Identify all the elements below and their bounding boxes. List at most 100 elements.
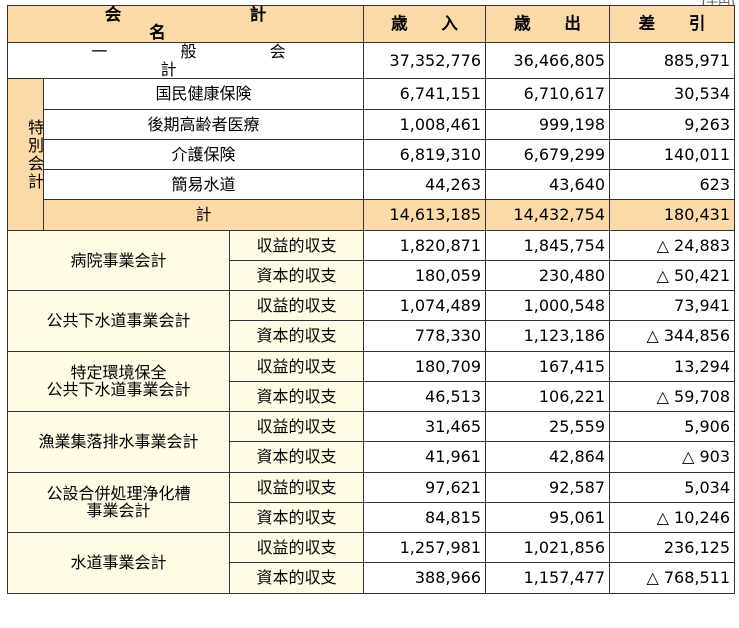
enterprise-row-type: 収益的収支 [228,471,365,503]
enterprise-expenditure: 230,480 [485,259,611,292]
enterprise-row: 資本的収支 778,330 1,123,186 △ 344,856 [8,320,736,352]
header-account-name: 会 計 名 [6,4,365,44]
enterprise-revenue: 97,621 [363,471,487,503]
special-total-revenue: 14,613,185 [363,199,487,231]
enterprise-revenue: 1,074,489 [363,290,487,322]
general-balance: 885,971 [609,42,736,80]
enterprise-row: 特定環境保全 公共下水道事業会計 収益的収支 180,709 167,415 13… [7,350,736,413]
header-expenditure: 歳 出 [485,4,611,44]
enterprise-row-type: 収益的収支 [228,290,365,322]
special-revenue: 6,741,151 [363,78,487,110]
special-balance: 9,263 [609,108,736,140]
enterprise-revenue: 778,330 [363,320,487,352]
budget-table-body: 会 計 名 歳 入 歳 出 差 引 一 般 会 計 37,352,776 36,… [6,4,736,594]
enterprise-balance: △ 24,883 [609,229,736,261]
enterprise-revenue: 84,815 [363,501,487,534]
special-account-row: 後期高齢者医療 1,008,461 999,198 9,263 [8,108,736,140]
special-expenditure: 6,710,617 [485,78,611,110]
special-account-row: 介護保険 6,819,310 6,679,299 140,011 [8,138,736,171]
enterprise-revenue: 46,513 [363,380,487,413]
enterprise-account-name: 水道事業会計 [7,532,230,594]
enterprise-row-type: 資本的収支 [228,441,365,473]
enterprise-row: 資本的収支 180,059 230,480 △ 50,421 [8,259,736,292]
special-revenue: 44,263 [363,169,487,201]
special-account-row: 簡易水道 44,263 43,640 623 [8,169,736,201]
special-balance: 30,534 [609,78,736,110]
enterprise-balance: 5,034 [609,471,736,503]
enterprise-row: 公共下水道事業会計 収益的収支 1,074,489 1,000,548 73,9… [7,290,736,352]
enterprise-expenditure: 1,021,856 [485,532,611,564]
enterprise-row: 漁業集落排水事業会計 収益的収支 31,465 25,559 5,906 [7,411,736,473]
special-account-row: 特別会計 国民健康保険 6,741,151 6,710,617 30,534 [7,78,736,231]
enterprise-expenditure: 167,415 [485,350,611,382]
enterprise-row-type: 収益的収支 [228,411,365,443]
budget-table: 会 計 名 歳 入 歳 出 差 引 一 般 会 計 37,352,776 36,… [6,4,736,594]
special-account-name: 簡易水道 [42,169,365,201]
enterprise-expenditure: 25,559 [485,411,611,443]
enterprise-account-name: 特定環境保全 公共下水道事業会計 [7,350,230,413]
enterprise-account-name: 漁業集落排水事業会計 [7,411,230,473]
enterprise-balance: 73,941 [609,290,736,322]
enterprise-revenue: 31,465 [363,411,487,443]
enterprise-row: 資本的収支 388,966 1,157,477 △ 768,511 [8,562,736,594]
enterprise-account-name: 公設合併処理浄化槽 事業会計 [7,471,230,534]
enterprise-account-name: 公共下水道事業会計 [7,290,230,352]
special-balance: 623 [609,169,736,201]
table-header-row: 会 計 名 歳 入 歳 出 差 引 [6,4,736,44]
special-expenditure: 43,640 [485,169,611,201]
enterprise-row-type: 資本的収支 [228,501,365,534]
enterprise-revenue: 41,961 [363,441,487,473]
enterprise-row: 病院事業会計 収益的収支 1,820,871 1,845,754 △ 24,88… [7,229,736,292]
special-account-name: 介護保険 [42,138,365,171]
enterprise-expenditure: 1,157,477 [485,562,611,594]
enterprise-row: 資本的収支 41,961 42,864 △ 903 [8,441,736,473]
enterprise-balance: △ 344,856 [609,320,736,352]
enterprise-row: 資本的収支 46,513 106,221 △ 59,708 [8,380,736,413]
special-total-balance: 180,431 [609,199,736,231]
enterprise-row-type: 収益的収支 [228,229,365,261]
general-account-name: 一 般 会 計 [6,42,365,80]
special-expenditure: 6,679,299 [485,138,611,171]
special-account-name: 後期高齢者医療 [42,108,365,140]
enterprise-row-type: 資本的収支 [228,562,365,594]
enterprise-row-type: 資本的収支 [228,320,365,352]
enterprise-row-type: 資本的収支 [228,259,365,292]
enterprise-revenue: 1,257,981 [363,532,487,564]
special-total-expenditure: 14,432,754 [485,199,611,231]
enterprise-expenditure: 1,000,548 [485,290,611,322]
general-revenue: 37,352,776 [363,42,487,80]
enterprise-balance: △ 768,511 [609,562,736,594]
enterprise-expenditure: 1,123,186 [485,320,611,352]
special-account-name: 国民健康保険 [42,78,365,110]
special-revenue: 1,008,461 [363,108,487,140]
enterprise-row-type: 収益的収支 [228,532,365,564]
enterprise-row: 公設合併処理浄化槽 事業会計 収益的収支 97,621 92,587 5,034 [7,471,736,534]
enterprise-balance: 5,906 [609,411,736,443]
general-account-row: 一 般 会 計 37,352,776 36,466,805 885,971 [6,42,736,80]
enterprise-expenditure: 106,221 [485,380,611,413]
special-account-group-label: 特別会計 [7,78,44,231]
header-balance: 差 引 [609,4,736,44]
enterprise-row: 資本的収支 84,815 95,061 △ 10,246 [8,501,736,534]
special-total-row: 計 14,613,185 14,432,754 180,431 [7,199,736,231]
enterprise-expenditure: 42,864 [485,441,611,473]
enterprise-balance: △ 59,708 [609,380,736,413]
enterprise-row-type: 収益的収支 [228,350,365,382]
special-balance: 140,011 [609,138,736,171]
enterprise-row: 水道事業会計 収益的収支 1,257,981 1,021,856 236,125 [7,532,736,594]
enterprise-revenue: 180,709 [363,350,487,382]
enterprise-revenue: 180,059 [363,259,487,292]
enterprise-expenditure: 95,061 [485,501,611,534]
enterprise-account-name: 病院事業会計 [7,229,230,292]
special-total-label: 計 [42,199,365,231]
enterprise-balance: 13,294 [609,350,736,382]
special-expenditure: 999,198 [485,108,611,140]
enterprise-expenditure: 1,845,754 [485,229,611,261]
enterprise-revenue: 388,966 [363,562,487,594]
enterprise-balance: △ 50,421 [609,259,736,292]
enterprise-balance: △ 903 [609,441,736,473]
enterprise-revenue: 1,820,871 [363,229,487,261]
general-expenditure: 36,466,805 [485,42,611,80]
enterprise-balance: 236,125 [609,532,736,564]
enterprise-balance: △ 10,246 [609,501,736,534]
